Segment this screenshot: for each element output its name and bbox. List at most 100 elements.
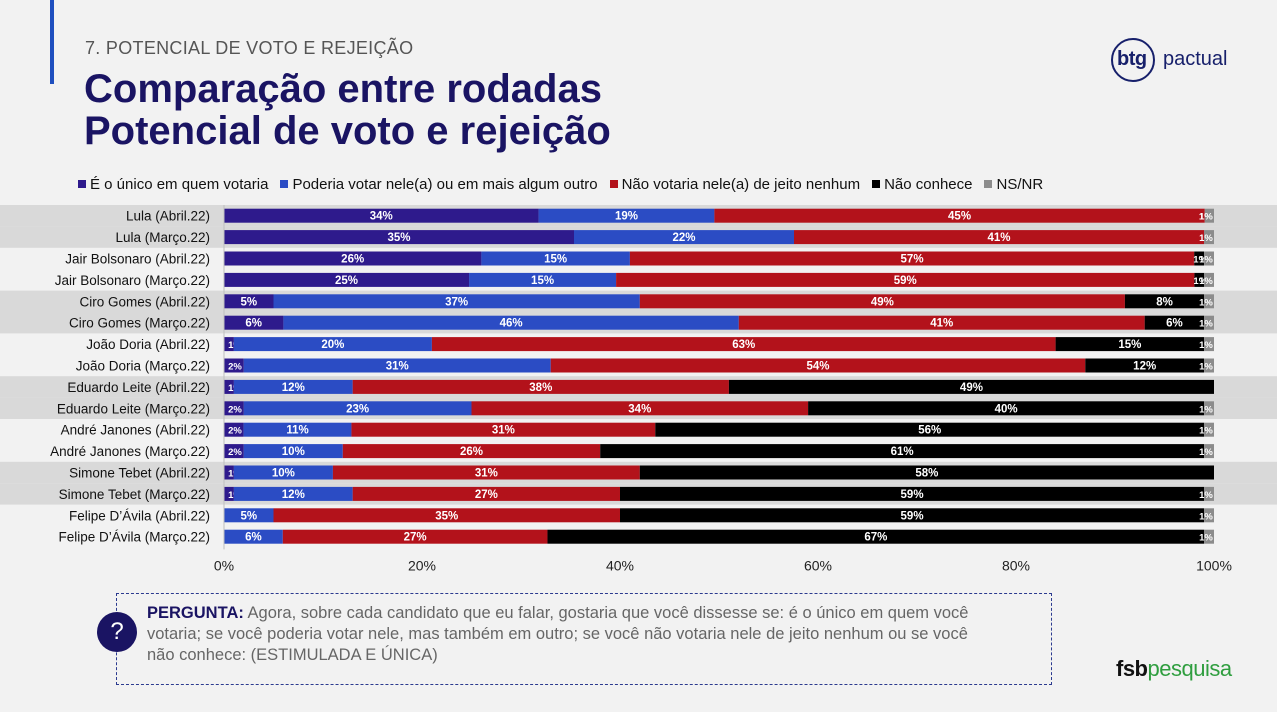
bar-data-label: 1% bbox=[1193, 255, 1207, 266]
bar-data-label: 1% bbox=[1199, 276, 1213, 287]
bar-segment bbox=[1144, 315, 1205, 330]
bar-data-label: 57% bbox=[901, 254, 924, 266]
bar-data-label: 34% bbox=[370, 211, 393, 223]
bar-data-label: 10% bbox=[282, 446, 305, 458]
btg-pactual-logo: btg pactual bbox=[1111, 38, 1241, 82]
accent-bar bbox=[50, 0, 54, 84]
x-tick-label: 100% bbox=[1196, 557, 1232, 573]
bar-data-label: 23% bbox=[346, 403, 369, 415]
bar-data-label: 1% bbox=[1199, 404, 1213, 415]
bar-segment bbox=[224, 379, 234, 394]
legend-item-nao-votaria: Não votaria nele(a) de jeito nenhum bbox=[609, 175, 861, 193]
bar-data-label: 2% bbox=[228, 426, 242, 437]
bar-data-label: 1% bbox=[1199, 212, 1213, 223]
bar-segment bbox=[738, 315, 1145, 330]
bar-segment bbox=[481, 251, 630, 266]
title-line-1: Comparação entre rodadas bbox=[84, 67, 602, 111]
bar-data-label: 8% bbox=[1156, 296, 1173, 308]
chart-legend: É o único em quem votaria Poderia votar … bbox=[78, 175, 1055, 193]
bar-segment bbox=[224, 486, 234, 501]
row-label: Felipe D’Ávila (Março.22) bbox=[58, 530, 210, 545]
bar-data-label: 11% bbox=[286, 425, 308, 437]
bar-data-label: 15% bbox=[531, 275, 554, 287]
bar-data-label: 6% bbox=[1166, 318, 1183, 330]
bar-segment bbox=[794, 230, 1204, 245]
bar-data-label: 2% bbox=[228, 362, 242, 373]
bar-segment bbox=[1194, 272, 1205, 287]
bar-data-label: 35% bbox=[387, 232, 410, 244]
row-label: João Doria (Março.22) bbox=[76, 359, 210, 374]
legend-swatch-unico bbox=[78, 180, 86, 188]
bar-segment bbox=[431, 337, 1056, 352]
bar-data-label: 6% bbox=[245, 532, 262, 544]
bar-data-label: 20% bbox=[321, 339, 344, 351]
bar-segment bbox=[224, 465, 234, 480]
bar-segment bbox=[283, 315, 739, 330]
bar-data-label: 2% bbox=[228, 447, 242, 458]
question-text: PERGUNTA: Agora, sobre cada candidato qu… bbox=[147, 603, 997, 666]
bar-data-label: 31% bbox=[386, 361, 409, 373]
bar-segment bbox=[1204, 444, 1214, 459]
bar-data-label: 15% bbox=[1118, 339, 1141, 351]
bar-segment bbox=[282, 529, 548, 544]
bar-data-label: 6% bbox=[245, 318, 262, 330]
bar-data-label: 12% bbox=[1133, 361, 1156, 373]
x-tick-label: 0% bbox=[214, 557, 234, 573]
logo-btg-text: btg bbox=[1117, 48, 1147, 70]
bar-segment bbox=[639, 294, 1125, 309]
legend-swatch-nsnr bbox=[984, 180, 993, 188]
bar-data-label: 40% bbox=[995, 403, 1018, 415]
bar-data-label: 1% bbox=[1199, 533, 1213, 544]
bar-data-label: 45% bbox=[948, 211, 971, 223]
legend-item-unico: É o único em quem votaria bbox=[78, 176, 268, 193]
bar-data-label: 46% bbox=[500, 318, 523, 330]
bar-segment bbox=[224, 444, 244, 459]
title-line-2: Potencial de voto e rejeição bbox=[84, 109, 611, 153]
row-label: Simone Tebet (Abril.22) bbox=[69, 466, 210, 481]
bar-data-label: 1% bbox=[1199, 362, 1213, 373]
bar-data-label: 1% bbox=[1199, 319, 1213, 330]
bar-data-label: 41% bbox=[987, 232, 1010, 244]
bar-data-label: 61% bbox=[891, 446, 914, 458]
bar-data-label: 25% bbox=[335, 275, 358, 287]
bar-segment bbox=[1204, 251, 1214, 266]
row-label: André Janones (Março.22) bbox=[50, 444, 210, 459]
stacked-bar-chart: Lula (Abril.22)34%19%45%1%1%Lula (Março.… bbox=[0, 205, 1277, 573]
bar-data-label: 59% bbox=[894, 275, 917, 287]
bar-segment bbox=[352, 379, 729, 394]
bar-segment bbox=[547, 529, 1205, 544]
bar-data-label: 35% bbox=[435, 510, 458, 522]
logo-pesquisa-text: pesquisa bbox=[1147, 656, 1233, 681]
legend-swatch-poderia bbox=[280, 180, 289, 188]
bar-segment bbox=[332, 465, 640, 480]
bar-segment bbox=[224, 401, 244, 416]
bar-segment bbox=[224, 272, 470, 287]
bar-segment bbox=[1194, 251, 1205, 266]
bar-segment bbox=[1204, 508, 1214, 523]
bar-segment bbox=[243, 358, 551, 373]
bar-segment bbox=[728, 379, 1214, 394]
bar-segment bbox=[351, 422, 656, 437]
bar-data-label: 58% bbox=[915, 468, 938, 480]
bar-data-label: 31% bbox=[492, 425, 515, 437]
bar-data-label: 15% bbox=[544, 254, 567, 266]
bar-segment bbox=[471, 401, 809, 416]
bar-data-label: 59% bbox=[901, 489, 924, 501]
bar-segment bbox=[1204, 358, 1214, 373]
question-label: PERGUNTA: bbox=[147, 604, 244, 622]
bar-segment bbox=[273, 508, 620, 523]
bar-data-label: 26% bbox=[341, 254, 364, 266]
bar-data-label: 49% bbox=[960, 382, 983, 394]
legend-label-nao-votaria: Não votaria nele(a) de jeito nenhum bbox=[621, 175, 861, 193]
question-body: Agora, sobre cada candidato que eu falar… bbox=[147, 604, 969, 664]
bar-data-label: 1% bbox=[1193, 276, 1207, 287]
bar-segment bbox=[616, 272, 1195, 287]
legend-item-nao-conhece: Não conhece bbox=[872, 176, 972, 193]
bar-segment bbox=[224, 422, 244, 437]
bar-data-label: 56% bbox=[918, 425, 941, 437]
legend-label-poderia: Poderia votar nele(a) ou em mais algum o… bbox=[292, 175, 598, 193]
bar-data-label: 12% bbox=[282, 382, 305, 394]
bar-segment bbox=[620, 508, 1205, 523]
bar-data-label: 63% bbox=[732, 339, 755, 351]
bar-data-label: 1% bbox=[1199, 297, 1213, 308]
